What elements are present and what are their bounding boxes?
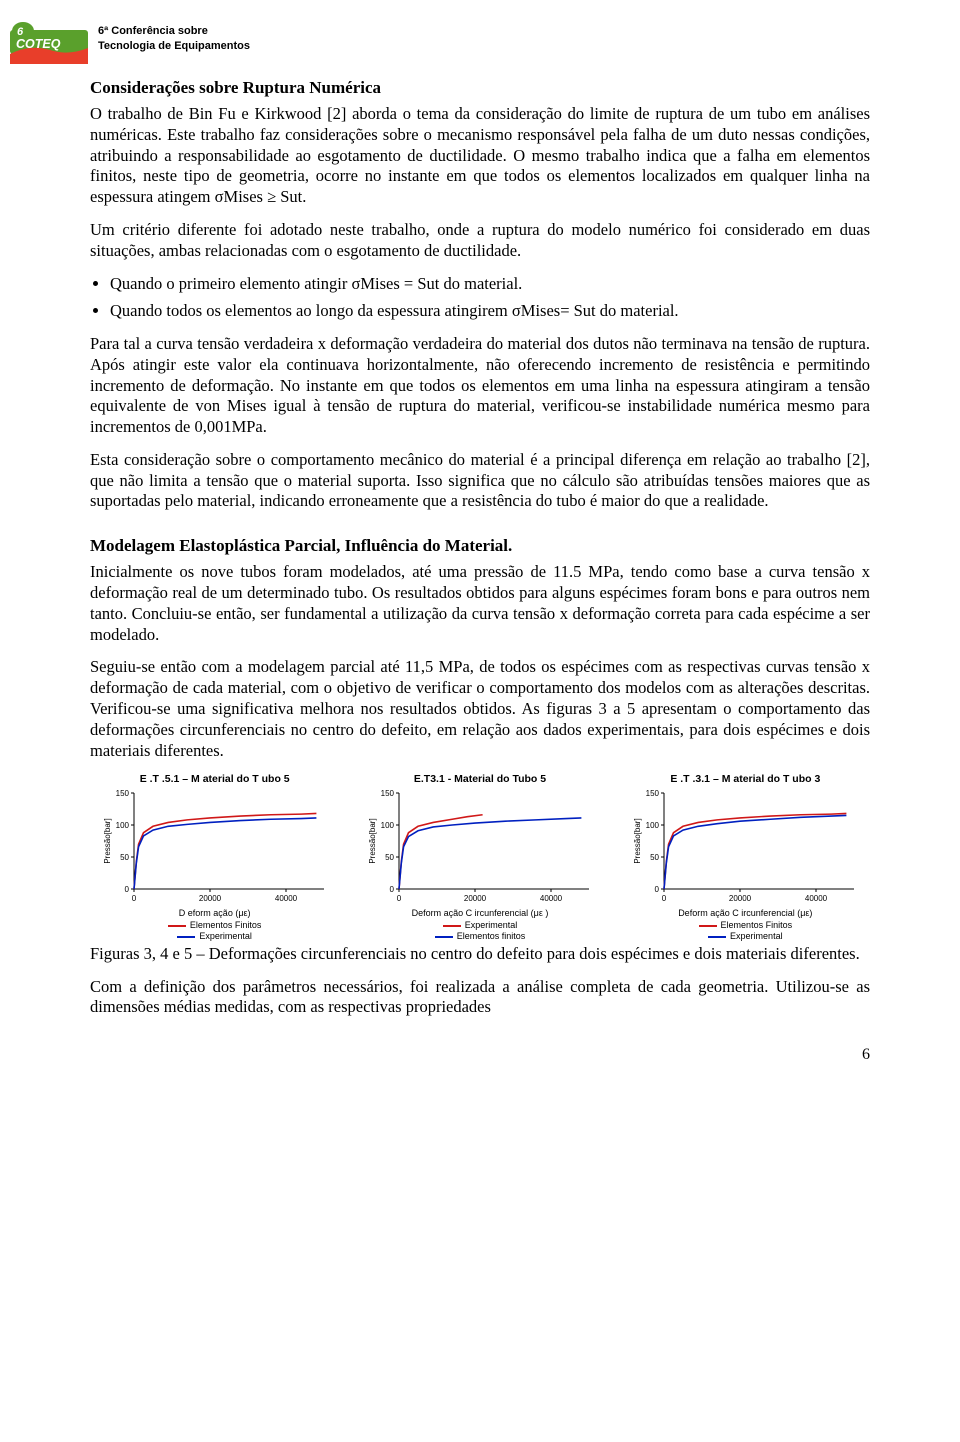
paragraph-6: Seguiu-se então com a modelagem parcial … bbox=[90, 657, 870, 761]
paragraph-3: Para tal a curva tensão verdadeira x def… bbox=[90, 334, 870, 438]
chart-1-xlabel: D eform ação (με) bbox=[179, 908, 251, 918]
chart-1: E .T .5.1 – M aterial do T ubo 5 0 50 100 1… bbox=[90, 773, 339, 942]
svg-text:0: 0 bbox=[390, 885, 395, 894]
svg-text:40000: 40000 bbox=[805, 894, 828, 903]
svg-text:0: 0 bbox=[397, 894, 402, 903]
paragraph-4: Esta consideração sobre o comportamento … bbox=[90, 450, 870, 512]
svg-text:150: 150 bbox=[381, 789, 395, 798]
page-header: 6 COTEQ 6ª Conferência sobre Tecnologia … bbox=[10, 20, 870, 64]
paragraph-7: Com a definição dos parâmetros necessári… bbox=[90, 977, 870, 1019]
chart-3-svg: 0 50 100 150 0 20000 40000 Pressão[bar] bbox=[630, 787, 860, 907]
svg-text:20000: 20000 bbox=[199, 894, 222, 903]
svg-text:100: 100 bbox=[646, 821, 660, 830]
svg-text:0: 0 bbox=[662, 894, 667, 903]
chart-3: E .T .3.1 – M aterial do T ubo 3 0 50 100 1… bbox=[621, 773, 870, 942]
section-title-2: Modelagem Elastoplástica Parcial, Influê… bbox=[90, 536, 870, 556]
svg-text:150: 150 bbox=[115, 789, 129, 798]
conf-line-1: 6ª Conferência sobre bbox=[98, 24, 250, 39]
figure-caption: Figuras 3, 4 e 5 – Deformações circunfer… bbox=[90, 944, 870, 965]
svg-text:40000: 40000 bbox=[540, 894, 563, 903]
chart-2-xlabel: Deform ação C ircunferencial (με ) bbox=[412, 908, 549, 918]
svg-text:0: 0 bbox=[131, 894, 136, 903]
svg-text:Pressão[bar]: Pressão[bar] bbox=[103, 819, 112, 864]
svg-text:40000: 40000 bbox=[275, 894, 298, 903]
chart-1-title: E .T .5.1 – M aterial do T ubo 5 bbox=[140, 773, 290, 785]
svg-text:0: 0 bbox=[655, 885, 660, 894]
paragraph-2: Um critério diferente foi adotado neste … bbox=[90, 220, 870, 262]
bullet-1: Quando o primeiro elemento atingir σMise… bbox=[110, 273, 870, 295]
chart-3-legend: Elementos Finitos Experimental bbox=[699, 920, 793, 942]
svg-text:100: 100 bbox=[381, 821, 395, 830]
chart-2-legend: Experimental Elementos finitos bbox=[435, 920, 526, 942]
chart-2: E.T3.1 - Material do Tubo 5 0 50 100 150 0 20… bbox=[355, 773, 604, 942]
svg-text:0: 0 bbox=[124, 885, 129, 894]
chart-2-title: E.T3.1 - Material do Tubo 5 bbox=[414, 773, 546, 785]
svg-text:Pressão[bar]: Pressão[bar] bbox=[633, 819, 642, 864]
chart-1-legend: Elementos Finitos Experimental bbox=[168, 920, 262, 942]
svg-text:50: 50 bbox=[650, 853, 659, 862]
svg-text:Pressão[bar]: Pressão[bar] bbox=[368, 819, 377, 864]
bullet-list: Quando o primeiro elemento atingir σMise… bbox=[90, 273, 870, 322]
chart-3-title: E .T .3.1 – M aterial do T ubo 3 bbox=[670, 773, 820, 785]
bullet-2: Quando todos os elementos ao longo da es… bbox=[110, 300, 870, 322]
charts-row: E .T .5.1 – M aterial do T ubo 5 0 50 100 1… bbox=[90, 773, 870, 942]
paragraph-5: Inicialmente os nove tubos foram modelad… bbox=[90, 562, 870, 645]
svg-text:50: 50 bbox=[385, 853, 394, 862]
coteq-logo: 6 COTEQ bbox=[10, 20, 88, 64]
paragraph-1: O trabalho de Bin Fu e Kirkwood [2] abor… bbox=[90, 104, 870, 208]
svg-text:20000: 20000 bbox=[729, 894, 752, 903]
chart-1-svg: 0 50 100 150 0 20000 40000 Pressão[bar] bbox=[100, 787, 330, 907]
chart-2-svg: 0 50 100 150 0 20000 40000 Pressão[bar] bbox=[365, 787, 595, 907]
section-title-1: Considerações sobre Ruptura Numérica bbox=[90, 78, 870, 98]
chart-3-xlabel: Deform ação C ircunferencial (με) bbox=[678, 908, 812, 918]
svg-text:20000: 20000 bbox=[464, 894, 487, 903]
svg-text:50: 50 bbox=[120, 853, 129, 862]
svg-text:150: 150 bbox=[646, 789, 660, 798]
page-number: 6 bbox=[90, 1046, 870, 1064]
svg-text:100: 100 bbox=[115, 821, 129, 830]
svg-text:COTEQ: COTEQ bbox=[16, 37, 61, 51]
conf-line-2: Tecnologia de Equipamentos bbox=[98, 39, 250, 54]
